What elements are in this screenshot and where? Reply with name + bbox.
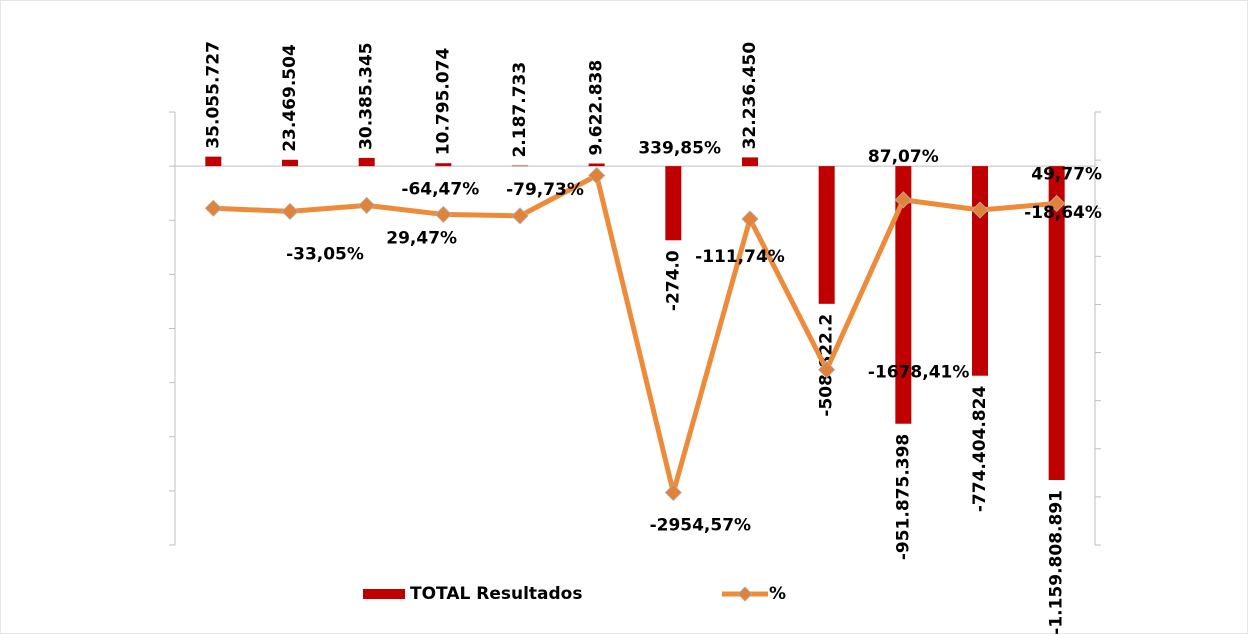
line-value-label: 49,77% bbox=[1031, 164, 1102, 184]
line-marker bbox=[588, 166, 606, 185]
bar bbox=[1048, 166, 1065, 480]
bar-value-label: 10.795.074 bbox=[433, 47, 453, 155]
bar-value-label: 32.236.450 bbox=[740, 42, 760, 150]
line-value-label: -2954,57% bbox=[650, 516, 752, 536]
line-value-label: -111,74% bbox=[695, 247, 785, 267]
line-value-label: 339,85% bbox=[638, 139, 721, 159]
bar-value-label: 30.385.345 bbox=[357, 42, 377, 150]
line-value-label: -64,47% bbox=[401, 179, 479, 199]
line-value-label: -18,64% bbox=[1024, 203, 1102, 223]
line-marker bbox=[1048, 194, 1066, 212]
line-value-label: 29,47% bbox=[386, 228, 457, 248]
bar-value-label: 23.469.504 bbox=[280, 44, 300, 152]
line-marker bbox=[204, 199, 222, 217]
bar-value-label: 9.622.838 bbox=[587, 60, 607, 156]
bar bbox=[435, 163, 452, 167]
bar bbox=[588, 163, 605, 167]
bar bbox=[282, 159, 298, 167]
line-marker bbox=[741, 210, 759, 228]
line-marker bbox=[281, 202, 299, 220]
bar bbox=[818, 166, 835, 304]
line-value-label: -1678,41% bbox=[868, 363, 970, 383]
legend-label: % bbox=[769, 584, 786, 604]
bar-value-label: -1.159.808.891 bbox=[1047, 490, 1067, 634]
legend-label: TOTAL Resultados bbox=[410, 584, 582, 604]
line-marker bbox=[894, 191, 912, 209]
bar-value-label: -274.0 bbox=[663, 250, 683, 311]
bar-value-label: -951.875.398 bbox=[893, 434, 913, 560]
line-marker bbox=[511, 207, 529, 225]
line-marker bbox=[358, 196, 376, 214]
bar-value-label: 35.055.727 bbox=[203, 41, 223, 149]
line-marker bbox=[818, 361, 836, 379]
legend-swatch bbox=[363, 589, 405, 599]
bar-value-label: -774.404.824 bbox=[970, 386, 990, 513]
line bbox=[213, 173, 1057, 496]
bar bbox=[512, 165, 528, 167]
bar bbox=[972, 166, 988, 376]
line-value-label: -33,05% bbox=[286, 244, 364, 264]
bar bbox=[895, 166, 912, 424]
bar bbox=[205, 156, 222, 167]
line-value-label: 87,07% bbox=[868, 147, 939, 167]
bar bbox=[665, 166, 682, 241]
line-marker bbox=[971, 201, 989, 219]
bar bbox=[358, 157, 375, 167]
bar bbox=[742, 157, 758, 167]
line-marker bbox=[664, 483, 682, 502]
line-value-label: -79,73% bbox=[506, 180, 584, 200]
line-marker bbox=[434, 205, 452, 223]
bar-value-label: 2.187.733 bbox=[510, 62, 530, 158]
legend-marker bbox=[737, 586, 753, 602]
